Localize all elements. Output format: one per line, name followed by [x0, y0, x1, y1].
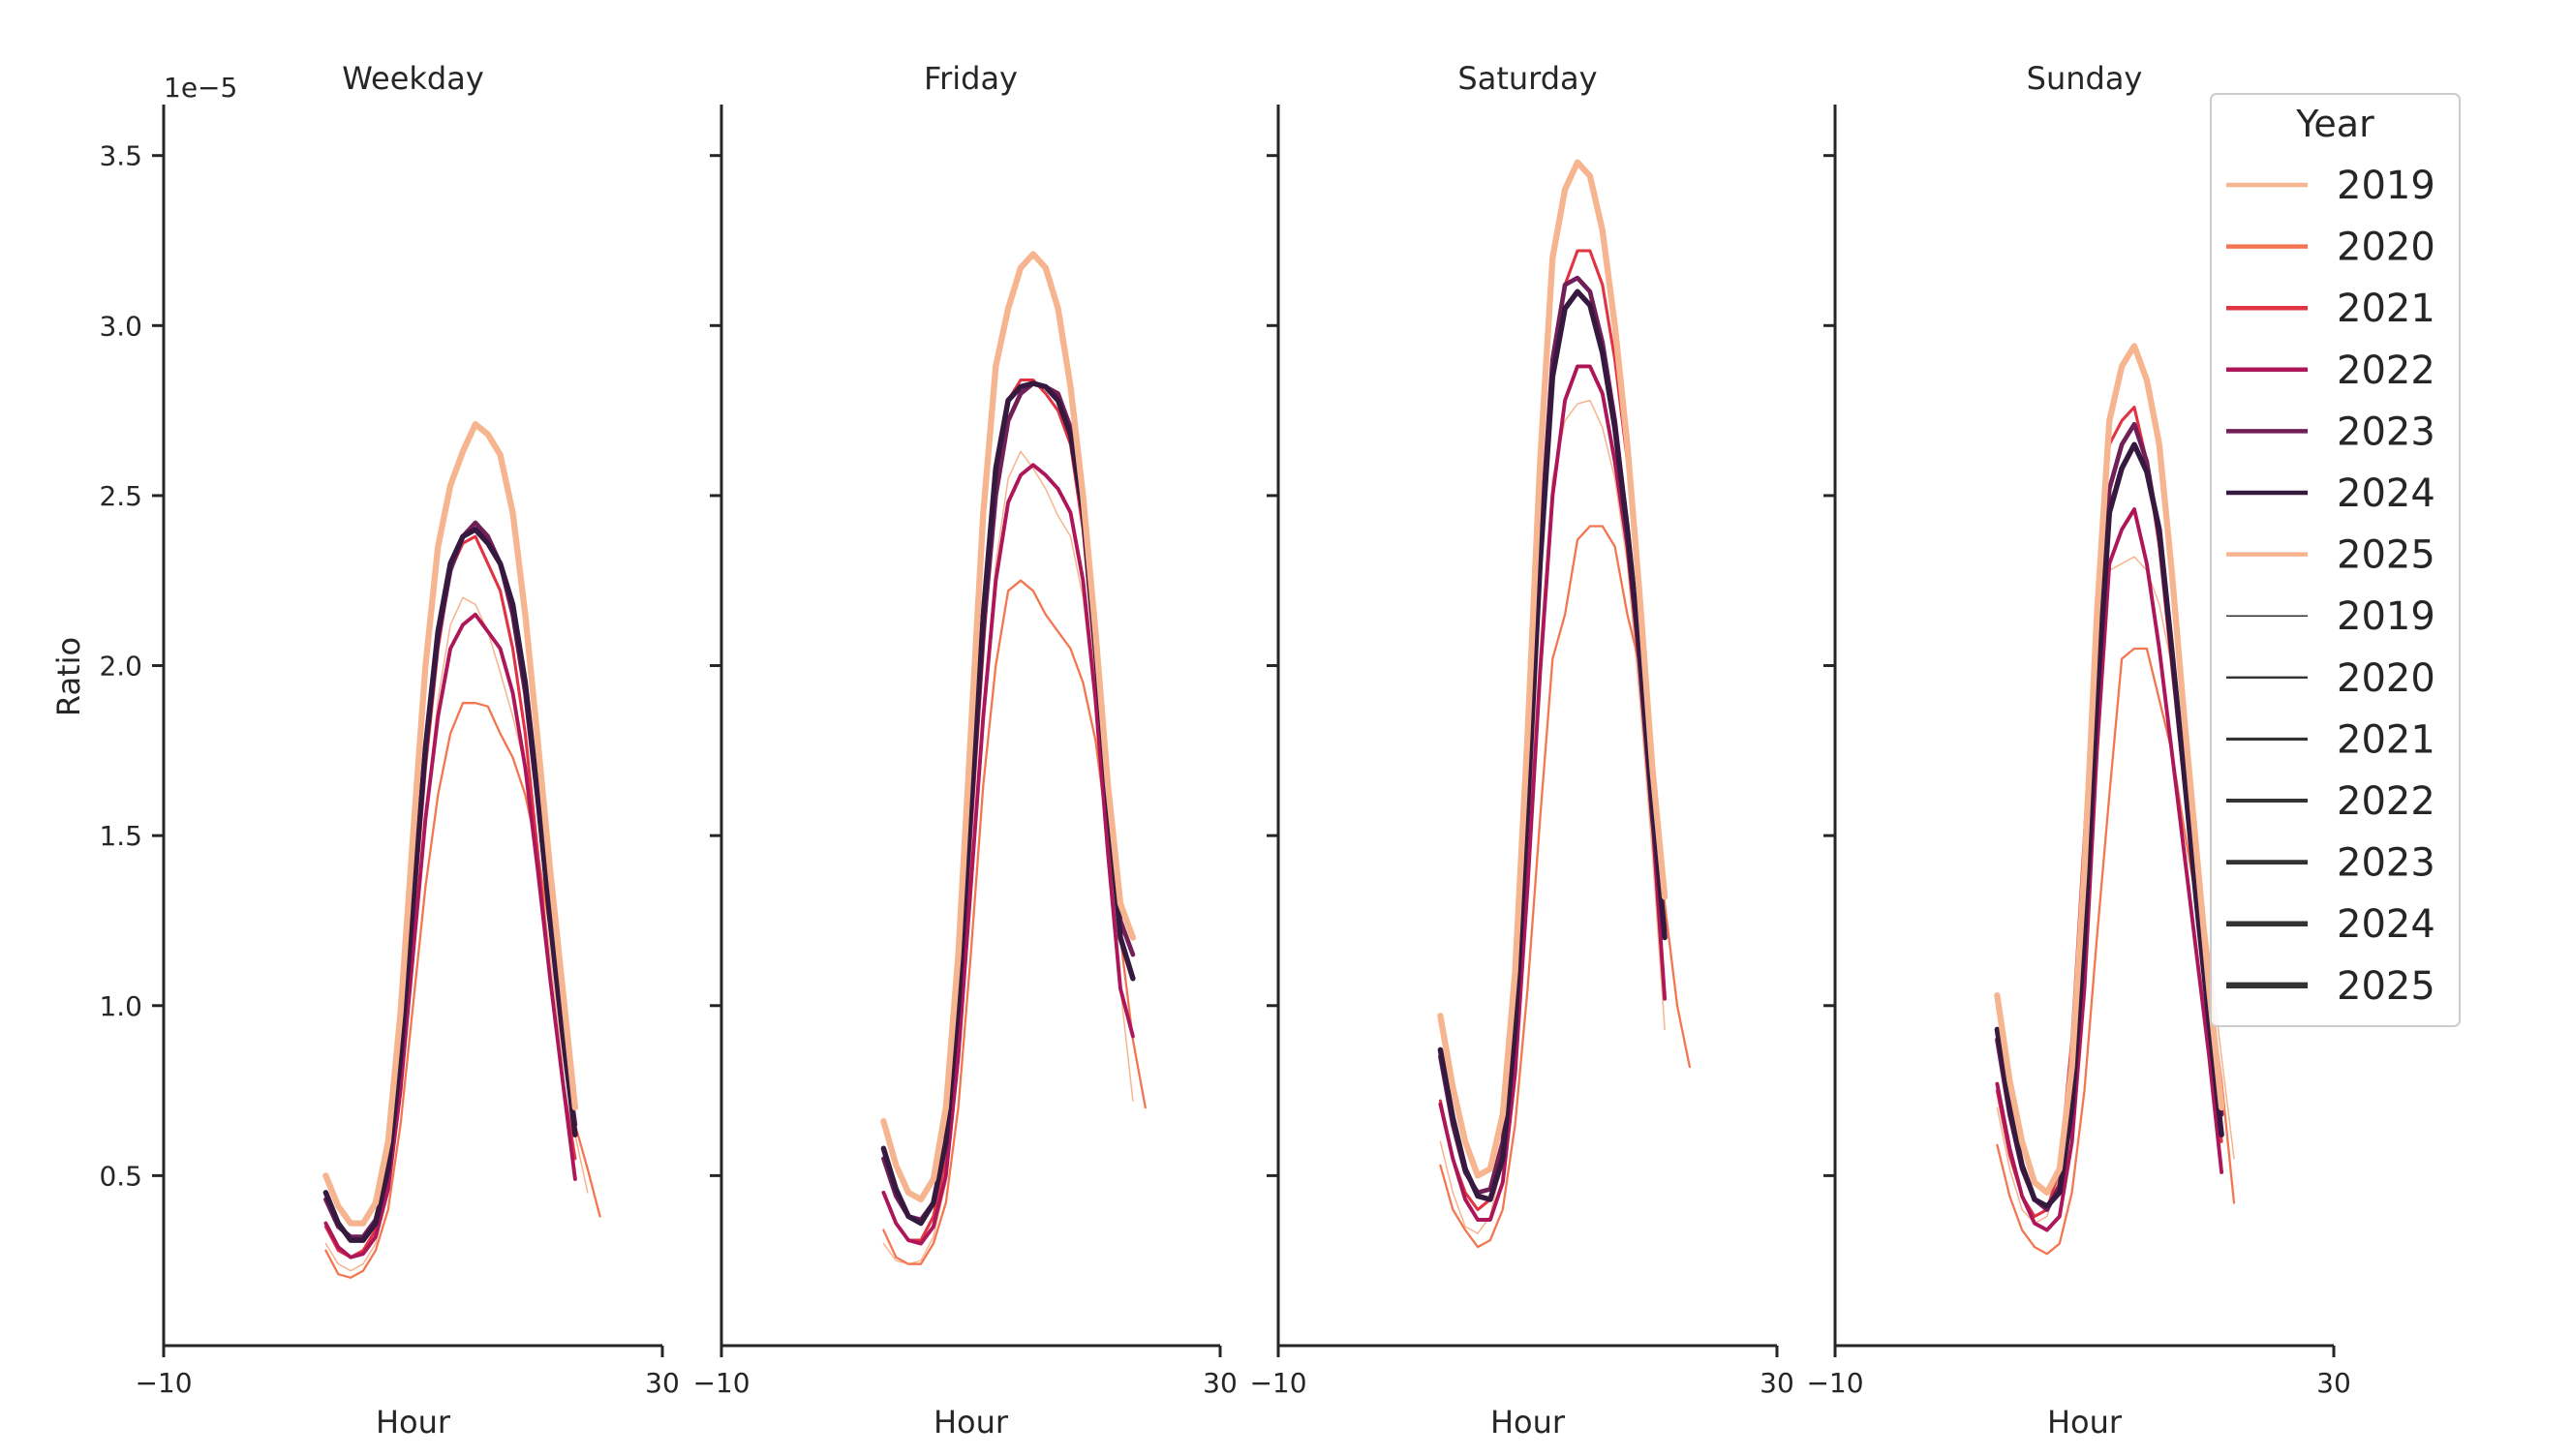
y-scale-multiplier: 1e−5 — [164, 72, 237, 104]
y-tick-label: 1.0 — [99, 990, 142, 1022]
legend-label: 2020 — [2337, 656, 2435, 701]
series-line-2020 — [882, 579, 1147, 1265]
legend-label: 2019 — [2337, 164, 2435, 208]
series-line-2025 — [880, 251, 1137, 1203]
panel-title: Saturday — [1457, 60, 1597, 97]
legend-label: 2021 — [2337, 287, 2435, 331]
series-line-2020 — [1996, 647, 2236, 1256]
legend-title: Year — [2295, 103, 2374, 145]
series-line-2022 — [323, 612, 577, 1259]
legend-label: 2023 — [2337, 841, 2435, 886]
y-axis-label: Ratio — [50, 637, 87, 716]
legend-box — [2210, 93, 2461, 1027]
legend-label: 2023 — [2337, 410, 2435, 454]
legend-label: 2022 — [2337, 779, 2435, 824]
y-tick-label: 0.5 — [99, 1160, 142, 1192]
x-axis-label: Hour — [376, 1404, 451, 1441]
legend-label: 2021 — [2337, 717, 2435, 762]
series-line-2019 — [324, 596, 589, 1272]
legend-label: 2020 — [2337, 226, 2435, 270]
series-line-2025 — [1437, 159, 1669, 1179]
x-tick-label: −10 — [692, 1367, 750, 1399]
x-tick-label: −10 — [135, 1367, 192, 1399]
series-line-2024 — [1994, 441, 2224, 1209]
legend-label: 2024 — [2337, 902, 2435, 947]
series-line-2019 — [882, 450, 1134, 1265]
series-line-2022 — [1995, 507, 2224, 1232]
series-line-2025 — [322, 421, 579, 1227]
series-line-2020 — [1439, 525, 1692, 1249]
x-tick-label: 30 — [2316, 1367, 2351, 1399]
panel-title: Sunday — [2027, 60, 2143, 97]
panel-friday: Friday −10 30 Hour — [692, 60, 1237, 1441]
legend-label: 2025 — [2337, 964, 2435, 1009]
series-line-2025 — [1994, 343, 2225, 1197]
x-axis-label: Hour — [1490, 1404, 1566, 1441]
panel-title: Weekday — [342, 60, 484, 97]
x-tick-label: 30 — [1760, 1367, 1794, 1399]
legend-label: 2024 — [2337, 471, 2435, 516]
legend-label: 2022 — [2337, 349, 2435, 393]
x-tick-label: −10 — [1806, 1367, 1863, 1399]
series-line-2022 — [881, 463, 1135, 1246]
panel-weekday: Weekday 0.5 1.0 1.5 2.0 2.5 3.0 3.5 −10 30 Hour — [99, 60, 679, 1441]
x-tick-label: 30 — [645, 1367, 680, 1399]
x-tick-label: 30 — [1203, 1367, 1238, 1399]
y-tick-label: 2.5 — [99, 480, 142, 512]
series-line-2024 — [1437, 288, 1668, 1202]
x-tick-label: −10 — [1249, 1367, 1306, 1399]
panel-saturday: Saturday −10 30 Hour — [1249, 60, 1793, 1441]
panel-sunday: Sunday −10 30 Hour — [1806, 60, 2350, 1441]
y-tick-label: 3.5 — [99, 140, 142, 172]
y-tick-label: 2.0 — [99, 651, 142, 682]
panel-title: Friday — [924, 60, 1018, 97]
x-axis-label: Hour — [2047, 1404, 2123, 1441]
x-axis-label: Hour — [934, 1404, 1009, 1441]
y-tick-label: 1.5 — [99, 820, 142, 852]
legend: Year 2019 2020 2021 2022 2023 2024 2025 2019 2020… — [2210, 93, 2461, 1027]
legend-label: 2025 — [2337, 533, 2435, 578]
series-line-2024 — [322, 527, 578, 1243]
y-tick-label: 3.0 — [99, 310, 142, 342]
legend-label: 2019 — [2337, 594, 2435, 639]
